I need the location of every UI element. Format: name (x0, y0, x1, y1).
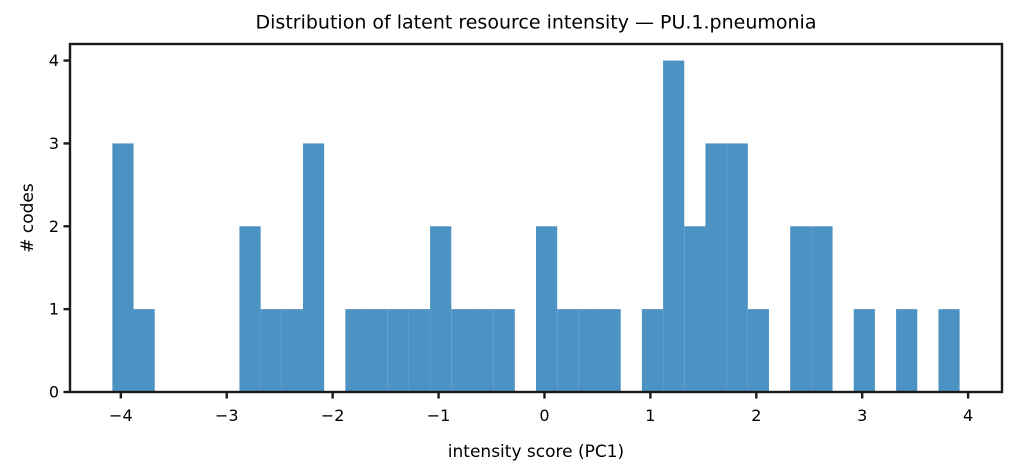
histogram-bar (493, 309, 515, 392)
histogram-bar (811, 226, 833, 392)
histogram-bar (536, 226, 558, 392)
histogram-bar (112, 143, 134, 392)
y-tick-label: 1 (49, 300, 59, 319)
histogram-bar (578, 309, 600, 392)
histogram-bar (451, 309, 473, 392)
histogram-bar (726, 143, 748, 392)
histogram-bar (663, 60, 685, 392)
y-tick-label: 4 (49, 51, 59, 70)
histogram-bar (133, 309, 155, 392)
histogram-bar (747, 309, 769, 392)
chart-title: Distribution of latent resource intensit… (256, 12, 817, 34)
histogram-bar (705, 143, 727, 392)
histogram-bar (260, 309, 282, 392)
y-tick-label: 3 (49, 134, 59, 153)
histogram-bar (790, 226, 812, 392)
y-tick-label: 2 (49, 217, 59, 236)
x-tick-label: 0 (539, 406, 549, 425)
histogram-bar (366, 309, 388, 392)
histogram-bar (599, 309, 621, 392)
histogram-bar (281, 309, 303, 392)
x-axis-ticks: −4 −3 −2 −1 0 1 2 3 4 (109, 392, 973, 425)
histogram-bar (430, 226, 452, 392)
histogram-bar (557, 309, 579, 392)
x-tick-label: −4 (109, 406, 133, 425)
plot-border (68, 42, 1004, 394)
y-tick-label: 0 (49, 383, 59, 402)
histogram-bar (938, 309, 960, 392)
histogram-bar (853, 309, 875, 392)
x-axis-label: intensity score (PC1) (448, 442, 624, 462)
x-tick-label: 4 (963, 406, 973, 425)
x-tick-label: 3 (857, 406, 867, 425)
histogram-bar (684, 226, 706, 392)
bars-group (112, 60, 960, 392)
histogram-bar (387, 309, 409, 392)
y-axis-label: # codes (18, 183, 38, 253)
histogram-bar (345, 309, 367, 392)
histogram-bar (239, 226, 261, 392)
y-axis-ticks: 0 1 2 3 4 (49, 51, 70, 402)
histogram-bar (641, 309, 664, 392)
x-tick-label: 1 (645, 406, 655, 425)
x-tick-label: −1 (427, 406, 451, 425)
x-tick-label: −2 (321, 406, 345, 425)
histogram-bar (408, 309, 431, 392)
x-tick-label: 2 (751, 406, 761, 425)
histogram-bar (303, 143, 325, 392)
histogram-bar (472, 309, 494, 392)
x-tick-label: −3 (215, 406, 239, 425)
histogram-bar (896, 309, 918, 392)
